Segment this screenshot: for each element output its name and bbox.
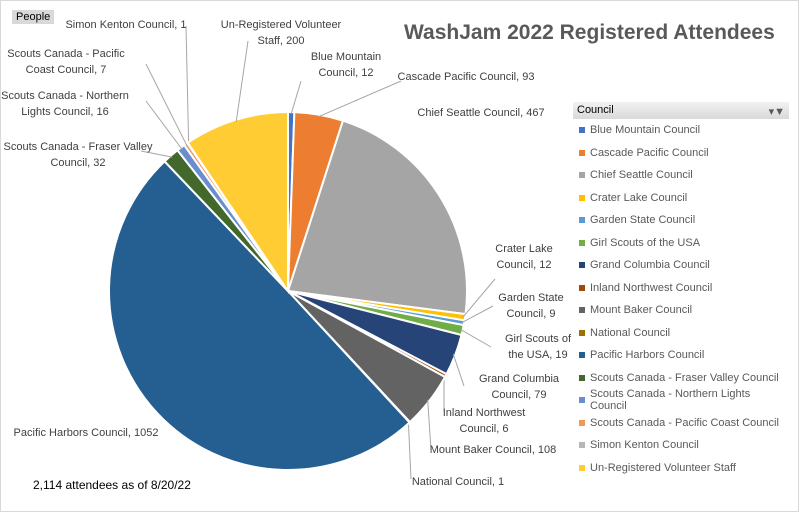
legend-item[interactable]: Scouts Canada - Fraser Valley Council <box>573 367 789 390</box>
legend-label: Scouts Canada - Northern Lights Council <box>590 388 751 413</box>
leader-line <box>407 420 412 480</box>
legend-label: Crater Lake Council <box>590 191 688 204</box>
legend-label: National Council <box>590 326 671 339</box>
pie-slice[interactable] <box>186 110 289 295</box>
data-label: Cascade Pacific Council, 93 <box>397 71 535 83</box>
legend-item[interactable]: Garden State Council <box>573 209 789 232</box>
leader-line <box>140 150 173 158</box>
leader-line <box>145 100 183 150</box>
legend-label: Chief Seattle Council <box>590 169 693 182</box>
leader-line <box>427 399 432 451</box>
legend-label: Grand Columbia Council <box>590 259 710 272</box>
pie-slice[interactable] <box>286 119 468 316</box>
legend-item[interactable]: Chief Seattle Council <box>573 164 789 187</box>
legend-item[interactable]: Inland Northwest Council <box>573 277 789 300</box>
legend-item[interactable]: Scouts Canada - Northern Lights Council <box>573 388 789 413</box>
leader-line <box>145 63 188 146</box>
data-label: National Council, 1 <box>411 476 505 488</box>
legend-item[interactable]: Un-Registered Volunteer Staff <box>573 457 789 480</box>
legend-item[interactable]: National Council <box>573 322 789 345</box>
data-label: Grand Columbia Council, 79 <box>478 373 560 401</box>
legend: Council ▾▼ Blue Mountain Council Cascade … <box>573 102 789 479</box>
legend-item[interactable]: Grand Columbia Council <box>573 254 789 277</box>
footer-note: 2,114 attendees as of 8/20/22 <box>33 478 191 492</box>
legend-header: Council <box>577 104 614 116</box>
data-label: Un-Registered Volunteer Staff, 200 <box>220 19 342 47</box>
legend-item[interactable]: Cascade Pacific Council <box>573 142 789 165</box>
legend-swatch <box>579 374 585 381</box>
legend-swatch <box>579 352 585 359</box>
legend-label: Un-Registered Volunteer Staff <box>590 461 736 474</box>
legend-swatch <box>579 262 585 269</box>
data-label: Scouts Canada - Pacific Coast Council, 7 <box>7 48 125 76</box>
legend-swatch <box>579 419 585 426</box>
leader-line <box>460 329 492 348</box>
legend-item[interactable]: Simon Kenton Council <box>573 434 789 457</box>
legend-swatch <box>579 172 585 179</box>
legend-swatch <box>579 329 585 336</box>
legend-swatch <box>579 149 585 156</box>
people-field-button[interactable]: People <box>12 10 55 24</box>
legend-item[interactable]: Mount Baker Council <box>573 299 789 322</box>
legend-label: Garden State Council <box>590 214 696 227</box>
legend-item[interactable]: Girl Scouts of the USA <box>573 232 789 255</box>
leader-line <box>452 354 465 387</box>
leader-line <box>461 305 494 323</box>
legend-swatch <box>579 397 585 404</box>
data-label: Crater Lake Council, 12 <box>495 243 553 271</box>
legend-label: Mount Baker Council <box>590 304 693 317</box>
legend-label: Cascade Pacific Council <box>590 146 709 159</box>
data-label: Blue Mountain Council, 12 <box>310 51 382 79</box>
legend-label: Blue Mountain Council <box>590 124 701 137</box>
leader-line <box>235 40 249 122</box>
legend-item[interactable]: Pacific Harbors Council <box>573 344 789 367</box>
legend-swatch <box>579 464 585 471</box>
legend-swatch <box>579 127 585 134</box>
filter-dropdown-icon[interactable]: ▾▼ <box>768 106 785 118</box>
legend-label: Inland Northwest Council <box>590 281 713 294</box>
legend-item[interactable]: Crater Lake Council <box>573 187 789 210</box>
legend-swatch <box>579 284 585 291</box>
data-label: Scouts Canada - Northern Lights Council,… <box>1 90 129 118</box>
legend-label: Scouts Canada - Pacific Coast Council <box>590 416 779 429</box>
data-label: Girl Scouts of the USA, 19 <box>504 333 572 361</box>
data-label: Simon Kenton Council, 1 <box>65 19 187 31</box>
leader-line <box>185 25 190 145</box>
leader-line <box>462 278 496 318</box>
leader-line <box>318 80 402 118</box>
data-label: Inland Northwest Council, 6 <box>442 407 526 435</box>
pie-slice[interactable] <box>108 159 411 471</box>
legend-label: Simon Kenton Council <box>590 439 699 452</box>
data-label: Garden State Council, 9 <box>498 292 564 320</box>
legend-swatch <box>579 194 585 201</box>
legend-swatch <box>579 442 585 449</box>
data-label: Scouts Canada - Fraser Valley Council, 3… <box>3 141 153 169</box>
chart-title: WashJam 2022 Registered Attendees <box>404 21 775 44</box>
legend-swatch <box>579 239 585 246</box>
leader-line <box>290 80 302 115</box>
legend-swatch <box>579 307 585 314</box>
legend-field-button[interactable]: Council ▾▼ <box>573 102 789 119</box>
legend-label: Scouts Canada - Fraser Valley Council <box>590 371 779 384</box>
legend-item[interactable]: Blue Mountain Council <box>573 119 789 142</box>
data-label: Pacific Harbors Council, 1052 <box>13 427 159 439</box>
legend-item[interactable]: Scouts Canada - Pacific Coast Council <box>573 412 789 435</box>
legend-swatch <box>579 217 585 224</box>
legend-label: Girl Scouts of the USA <box>590 236 701 249</box>
data-label: Chief Seattle Council, 467 <box>417 107 545 119</box>
legend-label: Pacific Harbors Council <box>590 349 705 362</box>
data-label: Mount Baker Council, 108 <box>429 444 557 456</box>
